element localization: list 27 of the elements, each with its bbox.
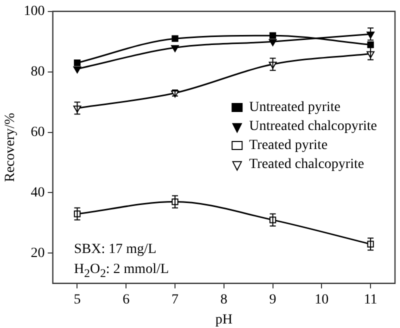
y-tick-label: 20	[30, 246, 45, 261]
x-tick-label: 10	[314, 292, 329, 308]
point	[269, 32, 276, 39]
x-tick-label: 6	[122, 292, 130, 308]
x-axis-title: pH	[215, 312, 232, 328]
point	[74, 59, 81, 66]
x-tick-label: 9	[269, 292, 276, 308]
y-tick-label: 40	[30, 185, 45, 200]
legend-label: Untreated pyrite	[249, 100, 340, 116]
y-tick-label: 60	[30, 124, 45, 140]
y-tick-label: 80	[30, 64, 45, 80]
point	[171, 45, 179, 52]
legend-label: Untreated chalcopyrite	[249, 119, 378, 134]
x-tick-label: 7	[172, 292, 179, 308]
y-axis-title: Recovery/%	[3, 112, 18, 182]
point	[367, 41, 374, 48]
x-tick-label: 8	[220, 292, 228, 308]
annotation: SBX: 17 mg/L	[74, 241, 158, 259]
legend-label: Treated pyrite	[249, 138, 328, 154]
point	[172, 35, 178, 42]
annotation: H$_{2}$O$_{2}$: 2 mmol/L	[74, 261, 169, 282]
x-tick-label: 11	[364, 292, 378, 308]
y-tick-label: 100	[24, 4, 45, 20]
point	[73, 66, 82, 74]
point	[268, 39, 277, 46]
x-tick-label: 5	[74, 292, 81, 308]
legend-label: Treated chalcopyrite	[249, 157, 364, 172]
